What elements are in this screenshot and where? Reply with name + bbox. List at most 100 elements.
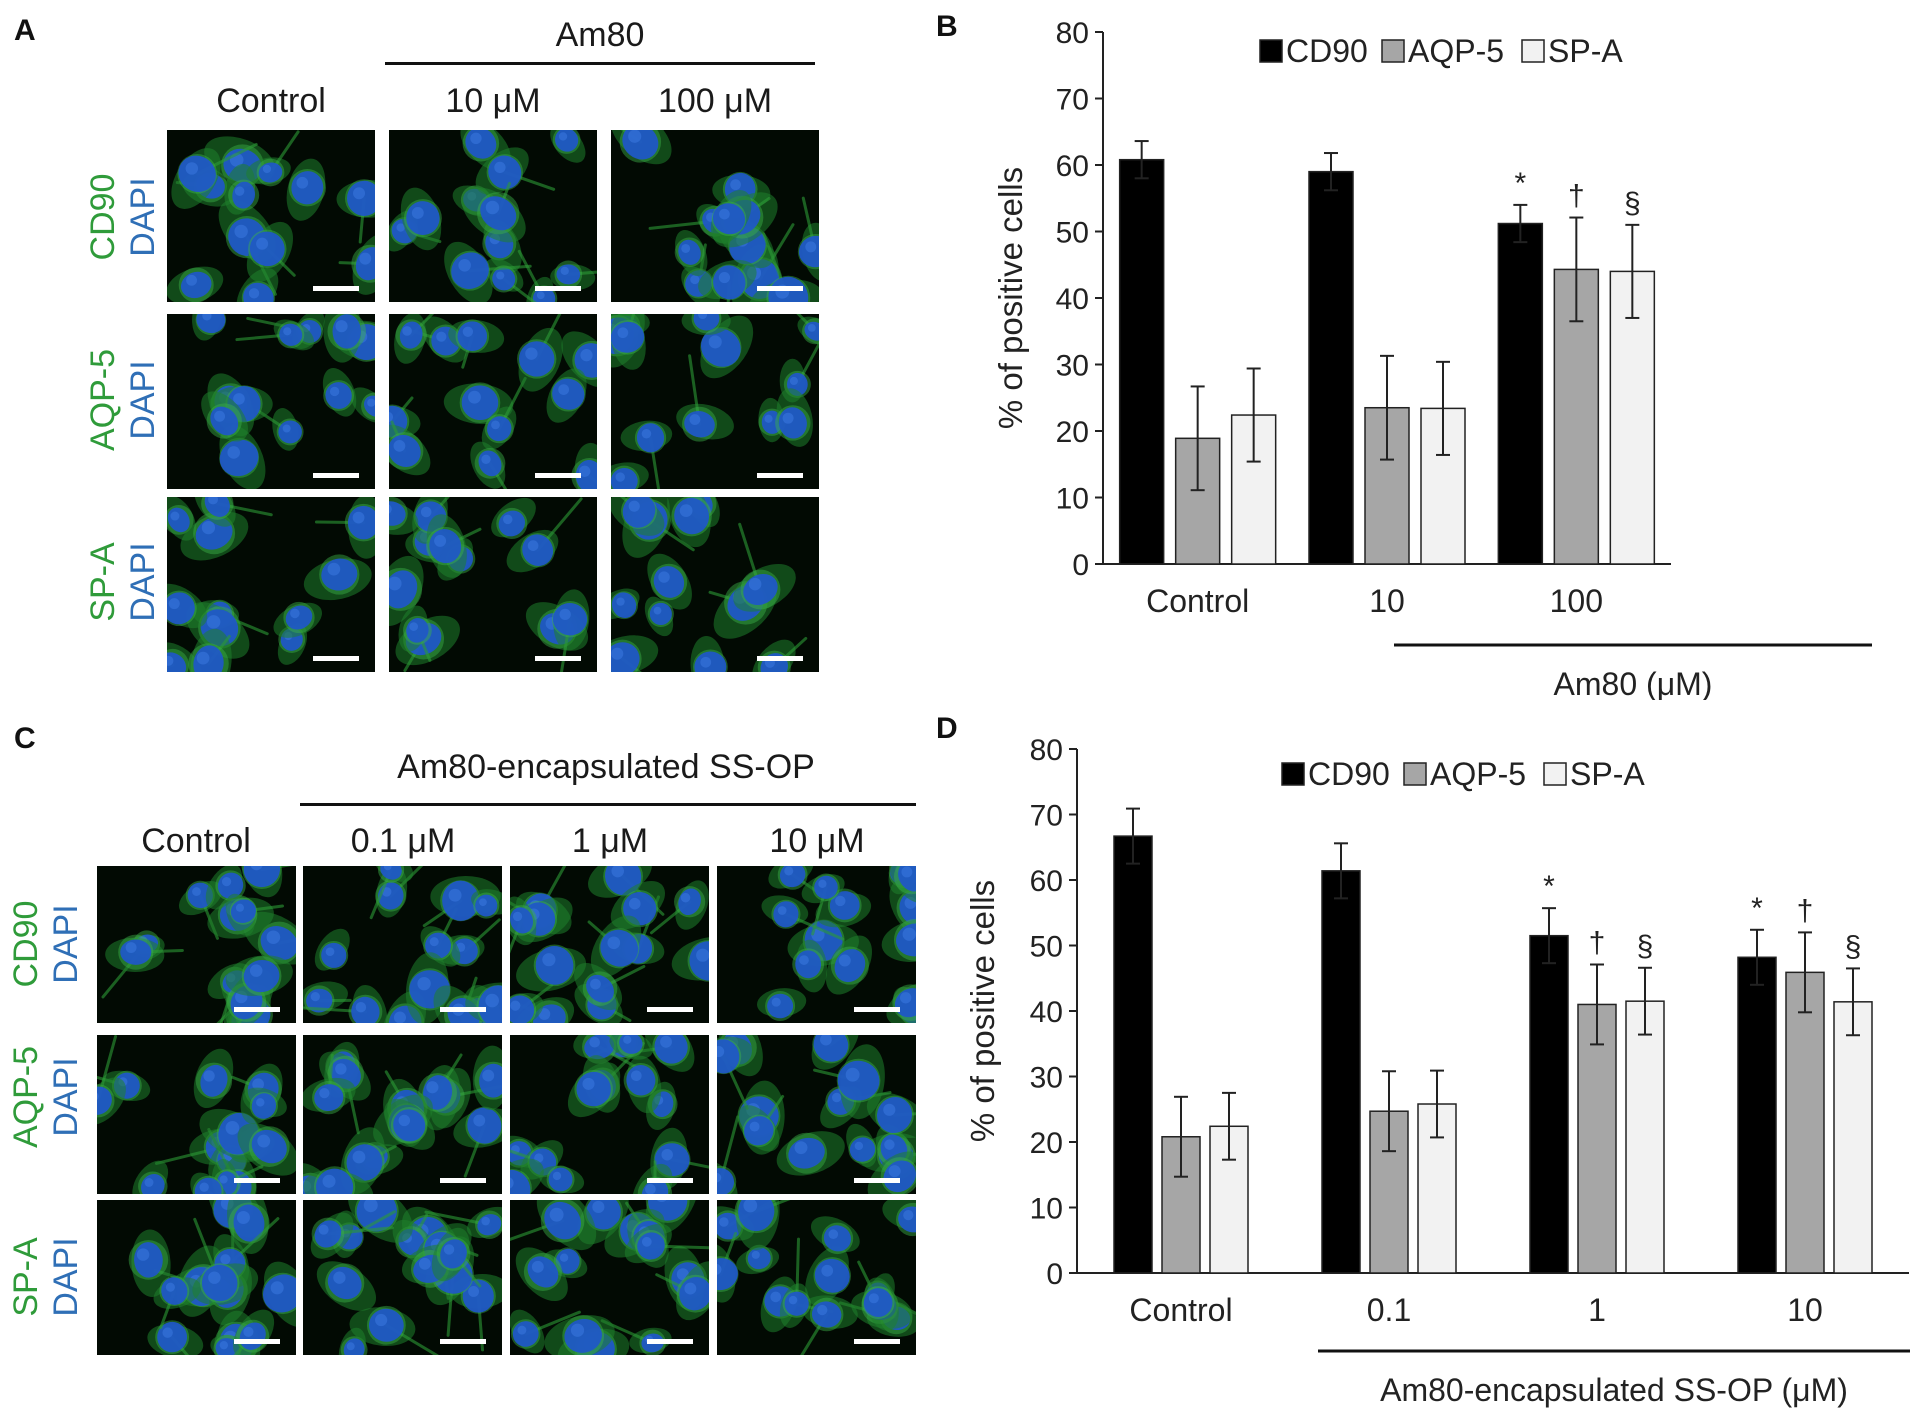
y-tick-label: 20 [1056, 416, 1089, 449]
micrograph-tile [717, 1200, 916, 1355]
micrograph-tile [389, 314, 597, 489]
panel-c-col-label-10um: 10 μM [769, 822, 865, 860]
bar-spa-2 [1625, 1000, 1665, 1274]
x-category-label: 100 [1550, 583, 1603, 619]
scale-bar [535, 656, 581, 661]
micrograph-tile [97, 866, 296, 1023]
scale-bar [234, 1007, 280, 1012]
micrograph-tile [611, 497, 819, 672]
row-stain-label: DAPI [47, 1057, 85, 1137]
bar-aqp5-1 [1364, 406, 1410, 565]
bar-aqp5-2 [1577, 1003, 1617, 1274]
scale-bar [440, 1178, 486, 1183]
micrograph-tile [717, 1035, 916, 1194]
scale-bar [440, 1007, 486, 1012]
significance-mark: † [1589, 926, 1606, 959]
micrograph-tile [303, 866, 502, 1023]
scale-bar [234, 1339, 280, 1344]
micrograph-tile [303, 1035, 502, 1194]
panel-d-letter: D [936, 712, 958, 745]
micrograph-tile [717, 866, 916, 1023]
micrograph-tile [611, 130, 819, 302]
x-category-label: 0.1 [1367, 1292, 1411, 1328]
panel-c-letter: C [14, 722, 36, 755]
chart-d: 0 10 20 30 40 50 60 70 80 % of positive cells Cont… [964, 734, 1910, 1408]
scale-bar [313, 656, 359, 661]
scale-bar [757, 656, 803, 661]
legend-label: CD90 [1286, 33, 1368, 69]
y-tick-label: 80 [1056, 17, 1089, 50]
bar-cd90-3 [1737, 956, 1777, 1274]
scale-bar [535, 286, 581, 291]
bar-cd90-2 [1529, 934, 1569, 1274]
y-axis-label: % of positive cells [992, 167, 1029, 429]
row-stain-label: DAPI [124, 542, 162, 622]
significance-mark: § [1845, 930, 1862, 963]
scale-bar [757, 473, 803, 478]
row-stain-label: DAPI [47, 904, 85, 984]
y-tick-label: 0 [1046, 1258, 1063, 1291]
micrograph-tile [97, 1200, 296, 1355]
group-label: Am80-encapsulated SS-OP (μM) [1380, 1372, 1848, 1408]
bar-aqp5-3 [1785, 971, 1825, 1274]
legend-swatch [1543, 762, 1567, 786]
panel-a-letter: A [14, 14, 36, 47]
panel-a-group-rule [385, 62, 815, 65]
scale-bar [854, 1178, 900, 1183]
panel-a-col-label-10um: 10 μM [445, 82, 541, 120]
bar-cd90-2 [1497, 222, 1544, 565]
legend-label: SP-A [1570, 756, 1645, 792]
legend-swatch [1403, 762, 1427, 786]
legend-swatch [1259, 39, 1283, 63]
y-tick-label: 70 [1056, 84, 1089, 117]
scale-bar [535, 473, 581, 478]
panel-a-group-label: Am80 [555, 16, 645, 54]
y-tick-label: 30 [1030, 1062, 1063, 1095]
significance-mark: * [1543, 870, 1555, 903]
y-tick-label: 40 [1056, 283, 1089, 316]
y-tick-label: 40 [1030, 996, 1063, 1029]
significance-mark: † [1568, 180, 1585, 213]
row-marker-label: SP-A [7, 1237, 45, 1317]
significance-mark: † [1797, 894, 1814, 927]
y-axis-label: % of positive cells [964, 880, 1001, 1142]
panel-a-col-label-100um: 100 μM [657, 82, 773, 120]
panel-c-col-label-control: Control [141, 822, 251, 860]
row-marker-label: AQP-5 [7, 1045, 45, 1149]
scale-bar [313, 473, 359, 478]
bar-cd90-0 [1113, 835, 1153, 1274]
scale-bar [757, 286, 803, 291]
y-tick-label: 10 [1030, 1193, 1063, 1226]
legend-label: AQP-5 [1430, 756, 1526, 792]
x-category-label: 10 [1787, 1292, 1823, 1328]
chart-b: 0 10 20 30 40 50 60 70 80 % of positive cells Cont… [992, 17, 1872, 700]
row-stain-label: DAPI [47, 1237, 85, 1317]
row-marker-label: CD90 [7, 900, 45, 988]
scale-bar [647, 1339, 693, 1344]
y-tick-label: 20 [1030, 1127, 1063, 1160]
micrograph-tile [389, 497, 597, 672]
x-category-label: Control [1146, 583, 1249, 619]
legend-label: SP-A [1548, 33, 1623, 69]
panel-b-letter: B [936, 10, 958, 43]
row-marker-label: AQP-5 [84, 348, 122, 452]
micrograph-tile [167, 314, 375, 489]
scale-bar [854, 1007, 900, 1012]
bar-cd90-1 [1321, 870, 1361, 1274]
scale-bar [234, 1178, 280, 1183]
panel-c-group-rule [300, 803, 916, 806]
legend-swatch [1281, 762, 1305, 786]
row-stain-label: DAPI [124, 177, 162, 257]
panel-c-col-label-0-1um: 0.1 μM [350, 822, 456, 860]
bar-spa-3 [1833, 1001, 1873, 1274]
scale-bar [313, 286, 359, 291]
legend-label: AQP-5 [1408, 33, 1504, 69]
panel-c-group-label: Am80-encapsulated SS-OP [397, 748, 815, 786]
micrograph-tile [510, 1035, 709, 1194]
panel-c-col-label-1um: 1 μM [571, 822, 649, 860]
group-label: Am80 (μM) [1554, 666, 1713, 700]
scale-bar [440, 1339, 486, 1344]
legend-swatch [1521, 39, 1545, 63]
row-marker-label: SP-A [84, 542, 122, 622]
micrograph-tile [510, 1200, 709, 1355]
